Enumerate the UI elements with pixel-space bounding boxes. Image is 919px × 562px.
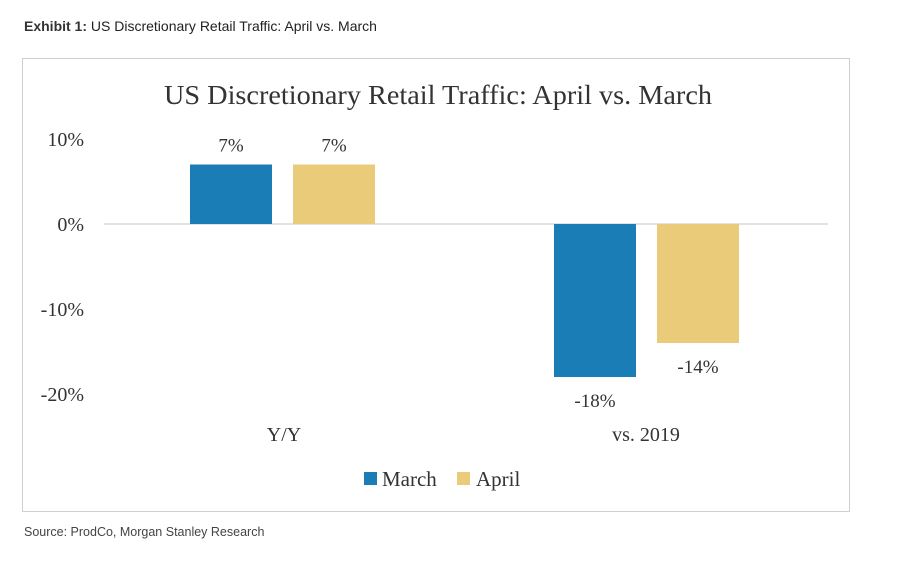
data-label: -14% — [677, 357, 718, 378]
legend-swatch-march — [364, 472, 377, 485]
y-tick-label: -20% — [41, 384, 84, 406]
legend-swatch-april — [457, 472, 470, 485]
category-label: Y/Y — [267, 424, 301, 446]
y-tick-label: 0% — [57, 214, 84, 236]
bar-march-yy — [190, 164, 272, 224]
chart-title: US Discretionary Retail Traffic: April v… — [164, 80, 713, 110]
source-note: Source: ProdCo, Morgan Stanley Research — [24, 525, 265, 539]
category-label: vs. 2019 — [612, 424, 680, 446]
legend-label-april: April — [476, 467, 520, 491]
y-tick-label: 10% — [47, 129, 84, 151]
bar-chart: US Discretionary Retail Traffic: April v… — [41, 80, 828, 491]
exhibit-title: Exhibit 1: US Discretionary Retail Traff… — [24, 18, 377, 34]
legend-label-march: March — [382, 467, 437, 491]
data-label: 7% — [218, 136, 244, 157]
bar-march-vs-2019 — [554, 224, 636, 377]
data-label: 7% — [321, 136, 347, 157]
data-label: -18% — [574, 391, 615, 412]
bar-april-vs-2019 — [657, 224, 739, 343]
bar-april-yy — [293, 164, 375, 224]
exhibit-label: Exhibit 1: — [24, 18, 88, 34]
y-tick-label: -10% — [41, 299, 84, 321]
exhibit-title-text: US Discretionary Retail Traffic: April v… — [90, 18, 377, 34]
